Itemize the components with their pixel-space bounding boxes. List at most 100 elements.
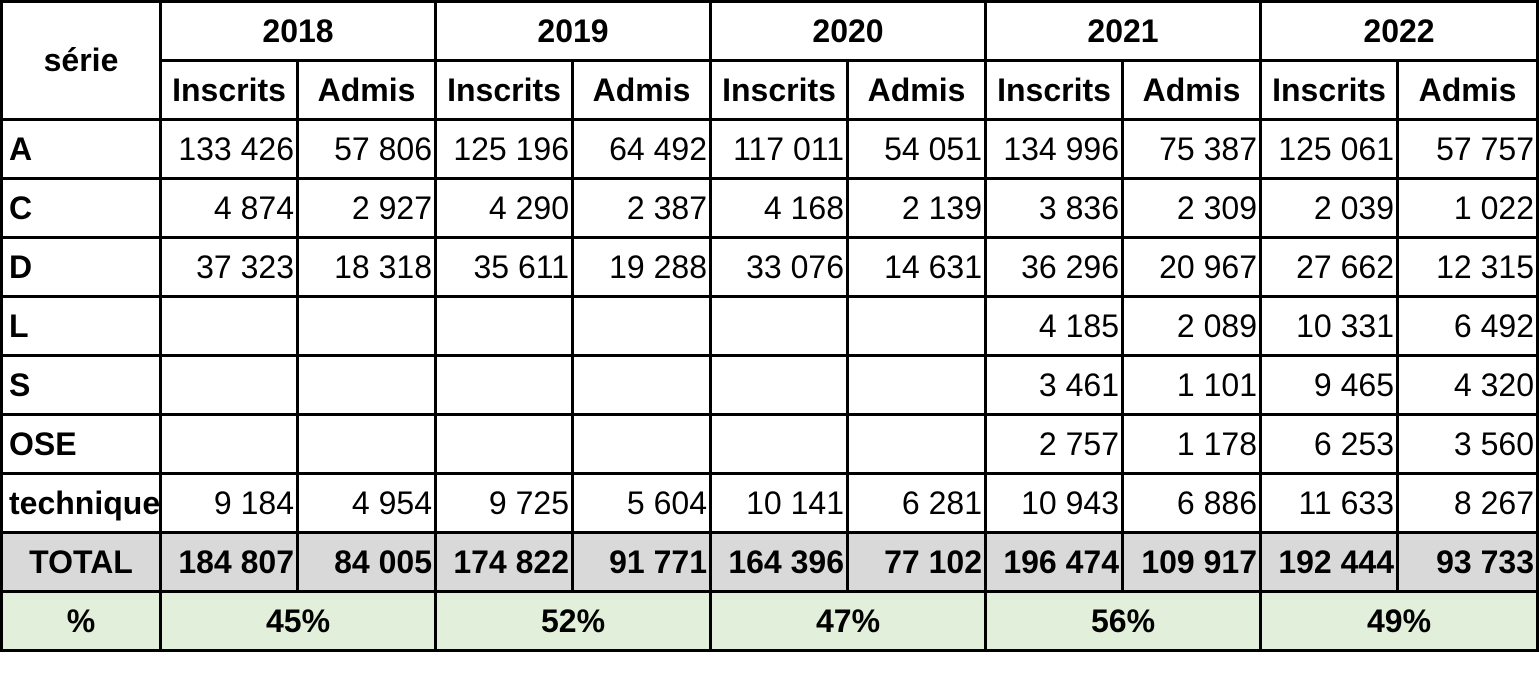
inscrits-header: Inscrits — [434, 59, 574, 121]
value-cell: 14 631 — [846, 236, 987, 298]
value-cell: 2 089 — [1121, 295, 1262, 357]
value-cell: 10 141 — [709, 472, 849, 534]
subheader-row: Inscrits Admis Inscrits Admis Inscrits A… — [2, 59, 1539, 121]
value-cell — [434, 354, 574, 416]
year-header-row: série 2018 2019 2020 2021 2022 — [0, 0, 1539, 121]
percent-cell: 47% — [709, 590, 987, 652]
serie-cell: C — [0, 177, 162, 239]
year-header: 2018 — [159, 0, 437, 62]
value-cell: 2 387 — [571, 177, 712, 239]
percent-cell: 56% — [984, 590, 1262, 652]
admis-header: Admis — [1396, 59, 1539, 121]
table-row: technique 9 184 4 954 9 725 5 604 10 141… — [0, 472, 1539, 534]
value-cell: 18 318 — [296, 236, 437, 298]
value-cell: 27 662 — [1259, 236, 1399, 298]
admis-header: Admis — [846, 59, 987, 121]
table-row: OSE 2 757 1 178 6 253 3 560 — [0, 413, 1539, 475]
table-row: C 4 874 2 927 4 290 2 387 4 168 2 139 3 … — [0, 177, 1539, 239]
value-cell: 35 611 — [434, 236, 574, 298]
value-cell: 3 560 — [1396, 413, 1539, 475]
value-cell: 20 967 — [1121, 236, 1262, 298]
total-row: TOTAL 184 807 84 005 174 822 91 771 164 … — [0, 531, 1539, 593]
value-cell: 54 051 — [846, 118, 987, 180]
admis-header: Admis — [571, 59, 712, 121]
serie-cell: A — [0, 118, 162, 180]
total-cell: 174 822 — [434, 531, 574, 593]
value-cell: 125 196 — [434, 118, 574, 180]
year-header: 2021 — [984, 0, 1262, 62]
value-cell — [709, 295, 849, 357]
total-cell: 93 733 — [1396, 531, 1539, 593]
value-cell — [571, 413, 712, 475]
value-cell: 133 426 — [159, 118, 299, 180]
value-cell: 64 492 — [571, 118, 712, 180]
value-cell — [709, 413, 849, 475]
value-cell: 4 185 — [984, 295, 1124, 357]
total-cell: 164 396 — [709, 531, 849, 593]
table-row: A 133 426 57 806 125 196 64 492 117 011 … — [0, 118, 1539, 180]
serie-cell: technique — [0, 472, 162, 534]
value-cell: 37 323 — [159, 236, 299, 298]
value-cell: 1 022 — [1396, 177, 1539, 239]
value-cell: 4 168 — [709, 177, 849, 239]
value-cell — [846, 354, 987, 416]
value-cell: 57 757 — [1396, 118, 1539, 180]
total-cell: 77 102 — [846, 531, 987, 593]
value-cell — [296, 295, 437, 357]
value-cell — [434, 413, 574, 475]
value-cell: 117 011 — [709, 118, 849, 180]
total-cell: 196 474 — [984, 531, 1124, 593]
value-cell: 4 874 — [159, 177, 299, 239]
percent-cell: 45% — [159, 590, 437, 652]
table-row: S 3 461 1 101 9 465 4 320 — [0, 354, 1539, 416]
total-cell: 192 444 — [1259, 531, 1399, 593]
value-cell — [571, 354, 712, 416]
value-cell — [159, 413, 299, 475]
inscrits-header: Inscrits — [159, 59, 299, 121]
inscrits-header: Inscrits — [709, 59, 849, 121]
serie-header: série — [0, 0, 162, 121]
value-cell: 2 039 — [1259, 177, 1399, 239]
value-cell — [296, 413, 437, 475]
value-cell — [846, 295, 987, 357]
value-cell: 6 492 — [1396, 295, 1539, 357]
value-cell: 4 290 — [434, 177, 574, 239]
value-cell: 6 253 — [1259, 413, 1399, 475]
value-cell: 3 836 — [984, 177, 1124, 239]
value-cell: 12 315 — [1396, 236, 1539, 298]
value-cell: 3 461 — [984, 354, 1124, 416]
serie-cell: S — [0, 354, 162, 416]
value-cell: 2 309 — [1121, 177, 1262, 239]
value-cell: 57 806 — [296, 118, 437, 180]
value-cell: 6 281 — [846, 472, 987, 534]
value-cell: 2 757 — [984, 413, 1124, 475]
value-cell — [159, 295, 299, 357]
percent-cell: 49% — [1259, 590, 1539, 652]
value-cell: 75 387 — [1121, 118, 1262, 180]
value-cell — [846, 413, 987, 475]
results-table: série 2018 2019 2020 2021 2022 Inscrits … — [0, 0, 1539, 652]
value-cell: 2 139 — [846, 177, 987, 239]
value-cell: 10 331 — [1259, 295, 1399, 357]
value-cell: 36 296 — [984, 236, 1124, 298]
value-cell — [709, 354, 849, 416]
serie-cell: D — [0, 236, 162, 298]
admis-header: Admis — [1121, 59, 1262, 121]
value-cell: 5 604 — [571, 472, 712, 534]
percent-row: % 45% 52% 47% 56% 49% — [0, 590, 1539, 652]
year-header: 2022 — [1259, 0, 1539, 62]
value-cell: 33 076 — [709, 236, 849, 298]
value-cell — [571, 295, 712, 357]
value-cell: 9 465 — [1259, 354, 1399, 416]
value-cell — [296, 354, 437, 416]
value-cell — [434, 295, 574, 357]
value-cell: 6 886 — [1121, 472, 1262, 534]
admis-header: Admis — [296, 59, 437, 121]
total-label: TOTAL — [0, 531, 162, 593]
value-cell: 10 943 — [984, 472, 1124, 534]
year-header: 2019 — [434, 0, 712, 62]
value-cell: 9 184 — [159, 472, 299, 534]
serie-cell: OSE — [0, 413, 162, 475]
inscrits-header: Inscrits — [1259, 59, 1399, 121]
total-cell: 109 917 — [1121, 531, 1262, 593]
